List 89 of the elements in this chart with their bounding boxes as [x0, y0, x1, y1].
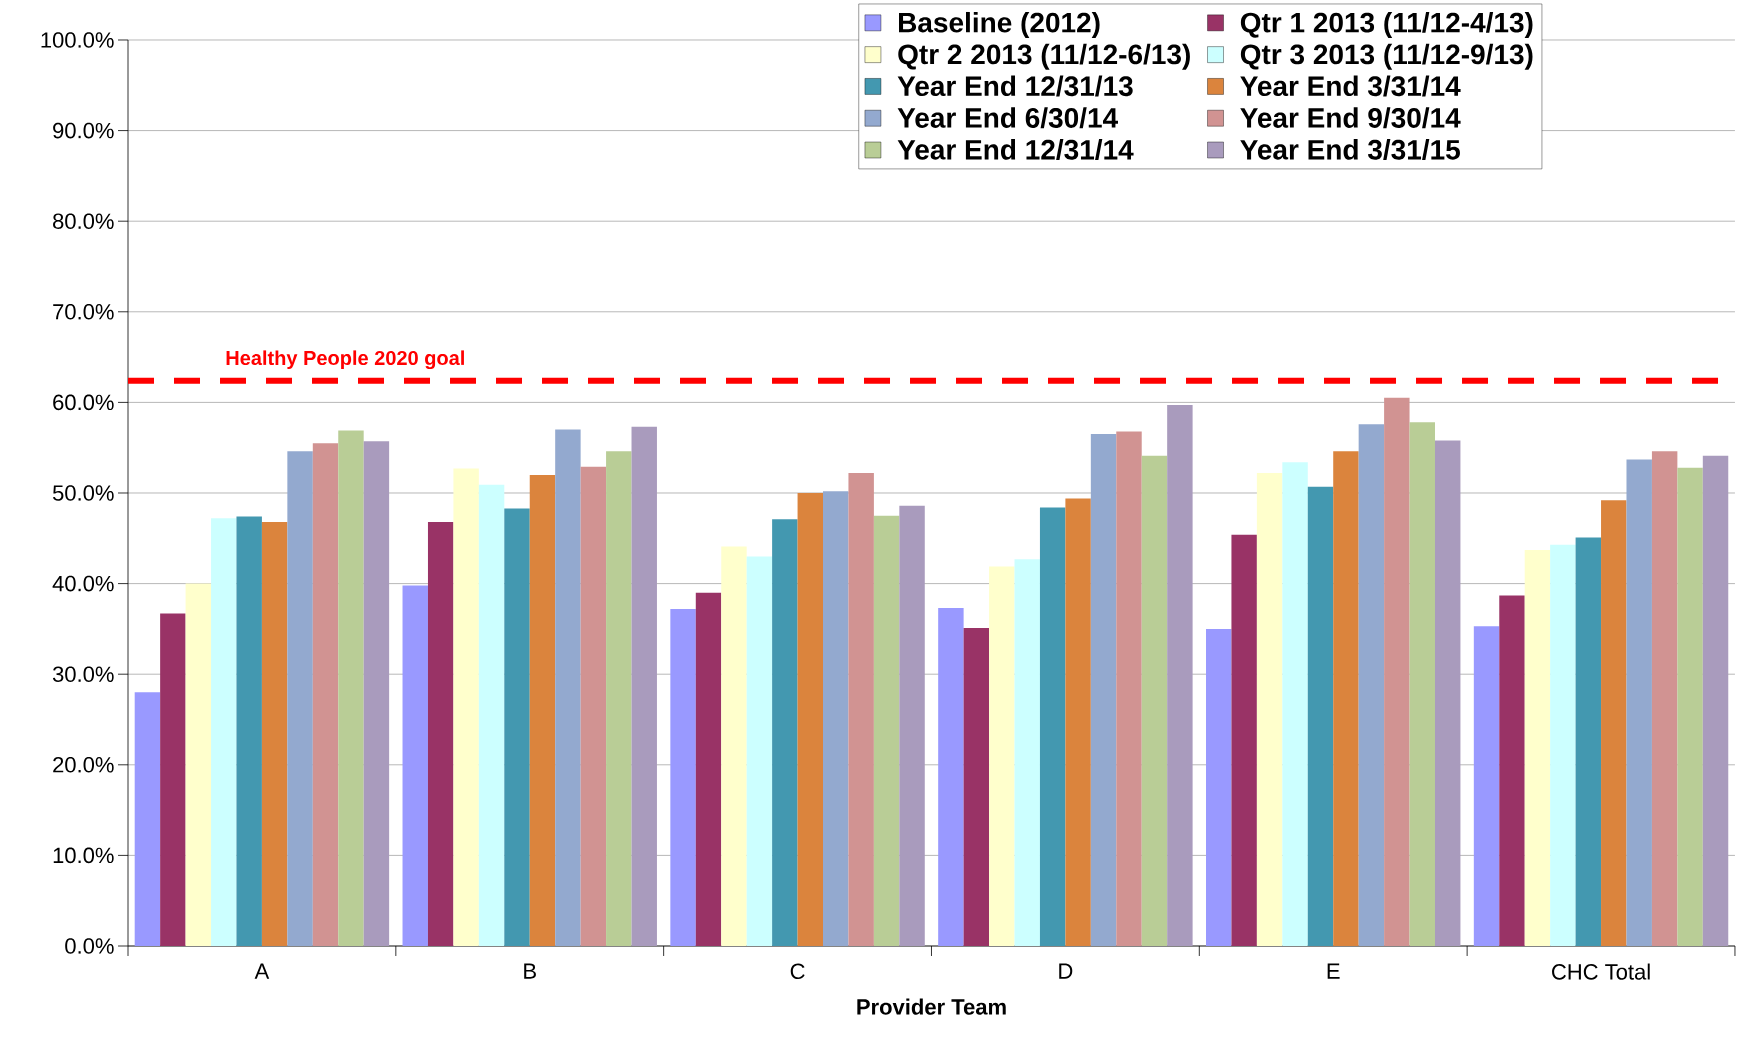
bar — [1358, 424, 1385, 946]
bar — [1677, 467, 1703, 946]
y-tick-label: 0.0% — [65, 938, 114, 954]
bar — [402, 585, 428, 946]
bar — [504, 508, 530, 946]
bar — [1473, 626, 1500, 946]
bar — [1409, 422, 1435, 946]
bar — [631, 426, 657, 946]
y-tick-label: 100.0% — [41, 32, 114, 48]
bar — [363, 441, 390, 946]
bar — [1116, 431, 1142, 946]
y-tick-label: 90.0% — [53, 122, 114, 139]
bar — [873, 515, 900, 946]
bar — [1550, 544, 1576, 946]
bar — [1039, 507, 1066, 946]
bar — [312, 443, 339, 946]
bar — [1307, 486, 1334, 946]
bar — [236, 516, 262, 946]
legend-label: Year End 9/30/14 — [1240, 107, 1461, 129]
legend-label: Year End 12/31/13 — [897, 75, 1133, 97]
bar — [772, 519, 798, 946]
legend-label: Qtr 2 2013 (11/12-6/13) — [898, 43, 1190, 70]
legend-label: Baseline (2012) — [899, 11, 1100, 39]
bar — [1434, 440, 1461, 946]
x-tick-label: A — [254, 963, 270, 979]
bar — [185, 583, 212, 946]
bar — [1651, 451, 1678, 946]
bar — [695, 592, 722, 946]
bar — [823, 491, 849, 946]
bar — [1333, 451, 1359, 946]
bar — [1065, 498, 1091, 946]
legend-label: Year End 6/30/14 — [897, 107, 1118, 129]
bar — [1141, 455, 1168, 946]
y-tick-label: 20.0% — [53, 757, 114, 773]
bar — [1167, 405, 1193, 946]
bar — [338, 430, 364, 946]
x-tick-label: D — [1059, 963, 1073, 979]
bar — [1499, 595, 1525, 946]
x-tick-label: C — [790, 963, 805, 980]
bar — [211, 518, 237, 946]
x-tick-label: B — [524, 963, 536, 979]
legend-label: Qtr 1 2013 (11/12-4/13) — [1240, 11, 1533, 39]
bar — [160, 613, 186, 946]
legend-label: Year End 3/31/14 — [1240, 75, 1461, 97]
y-tick-label: 70.0% — [53, 304, 114, 320]
x-axis-title: Provider Team — [857, 998, 1006, 1015]
y-tick-label: 60.0% — [53, 394, 114, 411]
x-tick-label: E — [1327, 963, 1340, 979]
bar — [478, 484, 505, 946]
bar — [287, 451, 313, 946]
bar — [1575, 537, 1602, 946]
bar — [1626, 459, 1652, 946]
x-tick-label: CHC Total — [1552, 963, 1650, 980]
legend-label: Year End 3/31/15 — [1240, 139, 1460, 160]
y-tick-label: 80.0% — [53, 213, 114, 229]
y-tick-label: 10.0% — [53, 847, 114, 864]
bar — [580, 466, 607, 946]
bar — [1014, 559, 1040, 946]
bar — [606, 451, 632, 946]
y-tick-label: 50.0% — [52, 485, 114, 501]
bar — [261, 521, 288, 946]
legend-label: Qtr 3 2013 (11/12-9/13) — [1240, 43, 1533, 70]
bar — [1282, 462, 1308, 946]
bar — [797, 492, 824, 946]
bar — [670, 608, 696, 946]
bar — [989, 566, 1015, 946]
bar — [1231, 534, 1257, 946]
bar — [1090, 434, 1117, 946]
bar — [1206, 628, 1232, 946]
bar — [134, 692, 161, 946]
bar — [938, 608, 964, 946]
bar — [1702, 455, 1729, 946]
bar — [746, 556, 773, 946]
y-tick-label: 40.0% — [52, 575, 114, 592]
bar — [1384, 397, 1410, 946]
bar — [963, 627, 990, 946]
bar — [453, 468, 479, 946]
bar — [427, 521, 454, 946]
bar — [1256, 473, 1283, 946]
legend-label: Year End 12/31/14 — [897, 139, 1134, 160]
y-tick-label: 30.0% — [52, 666, 114, 682]
bar — [1524, 550, 1551, 946]
bar — [529, 474, 556, 946]
bar — [848, 473, 874, 946]
bar — [899, 505, 925, 946]
bar — [555, 429, 581, 946]
bar — [1601, 500, 1627, 946]
bar — [721, 546, 747, 946]
ref-line-label: Healthy People 2020 goal — [226, 350, 464, 370]
